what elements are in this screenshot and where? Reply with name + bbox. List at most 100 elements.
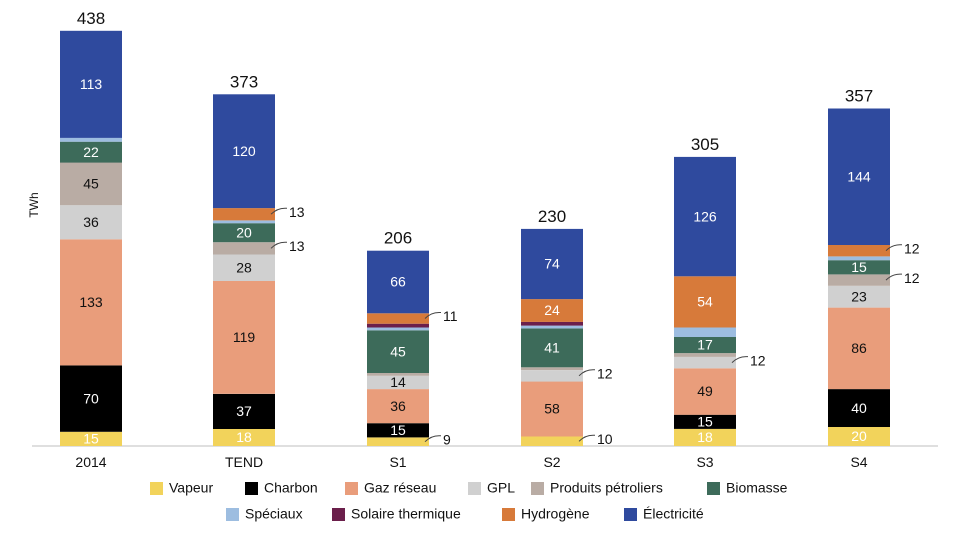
total-label-s2: 230 — [538, 207, 566, 226]
legend-label-speciaux: Spéciaux — [245, 506, 303, 522]
data-label-biomasse-s2: 41 — [544, 340, 560, 356]
bar-segment-speciaux-s4 — [828, 256, 890, 261]
data-label-biomasse-s4: 15 — [851, 259, 867, 275]
legend-swatch-vapeur — [150, 482, 163, 495]
bar-segment-charbon-s3 — [674, 414, 736, 429]
bar-segment-gpl-2014 — [60, 205, 122, 240]
bar-segment-speciaux-2014 — [60, 137, 122, 142]
legend-label-electricite: Électricité — [643, 506, 704, 522]
data-label-produits-petroliers-tend: 13 — [289, 238, 305, 254]
data-label-electricite-s2: 74 — [544, 256, 560, 272]
legend-label-gpl: GPL — [487, 480, 515, 496]
data-label-hydrogene-tend: 13 — [289, 204, 305, 220]
legend-label-solaire-thermique: Solaire thermique — [351, 506, 461, 522]
data-label-hydrogene-s1: 11 — [443, 308, 458, 324]
data-label-biomasse-2014: 22 — [83, 144, 99, 160]
data-label-hydrogene-s2: 24 — [544, 302, 560, 318]
leader-line-tend — [270, 207, 287, 215]
data-label-gpl-s3: 12 — [750, 352, 766, 368]
data-label-gpl-s2: 12 — [597, 366, 613, 382]
bar-segment-gaz-reseau-2014 — [60, 239, 122, 366]
bar-segment-biomasse-2014 — [60, 141, 122, 163]
legend-swatch-charbon — [245, 482, 258, 495]
bar-segment-electricite-s4 — [828, 108, 890, 245]
bar-segment-gaz-reseau-s3 — [674, 368, 736, 415]
x-tick-label-s3: S3 — [696, 454, 713, 470]
data-label-hydrogene-s3: 54 — [697, 294, 713, 310]
bar-segment-vapeur-s2 — [521, 436, 583, 446]
data-label-gaz-reseau-s2: 58 — [544, 401, 560, 417]
total-label-s4: 357 — [845, 87, 873, 106]
bar-segment-hydrogene-s2 — [521, 299, 583, 322]
bar-segment-speciaux-s1 — [367, 327, 429, 331]
bar-segment-gpl-tend — [213, 254, 275, 281]
bar-segment-biomasse-s2 — [521, 328, 583, 368]
bar-segment-vapeur-tend — [213, 428, 275, 446]
bar-segment-electricite-tend — [213, 94, 275, 209]
bar-segment-produits-petroliers-2014 — [60, 162, 122, 206]
x-tick-label-2014: 2014 — [75, 454, 106, 470]
legend-swatch-gpl — [468, 482, 481, 495]
bar-segment-produits-petroliers-s2 — [521, 367, 583, 371]
x-tick-label-s1: S1 — [389, 454, 406, 470]
legend-swatch-electricite — [624, 508, 637, 521]
bar-segment-biomasse-s1 — [367, 330, 429, 373]
x-tick-label-tend: TEND — [225, 454, 263, 470]
data-label-vapeur-s4: 20 — [851, 428, 867, 444]
bar-segment-hydrogene-tend — [213, 208, 275, 221]
bar-segment-produits-petroliers-s1 — [367, 373, 429, 376]
bar-segment-electricite-s2 — [521, 228, 583, 300]
leader-line-s1 — [424, 435, 441, 443]
bar-segment-speciaux-s3 — [674, 327, 736, 337]
data-label-biomasse-tend: 20 — [236, 224, 252, 240]
data-label-vapeur-s1: 9 — [443, 431, 451, 447]
bar-segment-vapeur-s1 — [367, 437, 429, 446]
bar-segment-hydrogene-s3 — [674, 276, 736, 328]
data-label-charbon-tend: 37 — [236, 403, 252, 419]
data-label-gaz-reseau-2014: 133 — [79, 294, 103, 310]
leader-line-s4 — [885, 244, 902, 252]
bar-segment-electricite-s3 — [674, 156, 736, 277]
bar-segment-vapeur-s3 — [674, 428, 736, 446]
bar-segment-charbon-s1 — [367, 423, 429, 438]
data-label-hydrogene-s4: 12 — [904, 240, 920, 256]
legend-label-gaz-reseau: Gaz réseau — [364, 480, 436, 496]
legend-swatch-hydrogene — [502, 508, 515, 521]
legend-label-biomasse: Biomasse — [726, 480, 788, 496]
bar-segment-solaire-thermique-s1 — [367, 323, 429, 328]
x-tick-label-s4: S4 — [850, 454, 867, 470]
bar-segment-gaz-reseau-tend — [213, 281, 275, 394]
leader-line-tend — [270, 241, 287, 249]
bar-segment-electricite-s1 — [367, 250, 429, 314]
total-label-tend: 373 — [230, 72, 258, 91]
bar-segment-vapeur-2014 — [60, 431, 122, 446]
legend-swatch-biomasse — [707, 482, 720, 495]
bar-segment-gaz-reseau-s4 — [828, 307, 890, 390]
bar-segment-biomasse-s4 — [828, 260, 890, 275]
bar-segment-gpl-s4 — [828, 285, 890, 308]
leader-line-s4 — [885, 273, 902, 281]
data-label-produits-petroliers-2014: 45 — [83, 176, 99, 192]
bar-segment-vapeur-s4 — [828, 427, 890, 446]
data-label-gaz-reseau-s3: 49 — [697, 383, 713, 399]
bar-segment-biomasse-tend — [213, 223, 275, 243]
bar-segment-solaire-thermique-s2 — [521, 321, 583, 326]
y-axis-title: TWh — [27, 192, 41, 217]
bar-segment-speciaux-tend — [213, 220, 275, 224]
data-label-biomasse-s1: 45 — [390, 343, 406, 359]
bar-segment-gpl-s2 — [521, 370, 583, 382]
data-label-produits-petroliers-s4: 12 — [904, 270, 920, 286]
bars-group: 1570133364522113438201418371192813201312… — [60, 9, 920, 470]
data-label-gpl-tend: 28 — [236, 260, 252, 276]
leader-line-s3 — [731, 356, 748, 363]
bar-segment-charbon-tend — [213, 393, 275, 429]
legend-swatch-solaire-thermique — [332, 508, 345, 521]
total-label-s1: 206 — [384, 229, 412, 248]
bar-segment-hydrogene-s1 — [367, 313, 429, 324]
legend-swatch-produits-petroliers — [531, 482, 544, 495]
data-label-electricite-s3: 126 — [693, 208, 717, 224]
data-label-vapeur-tend: 18 — [236, 429, 252, 445]
leader-line-s2 — [578, 369, 595, 377]
bar-segment-speciaux-s2 — [521, 325, 583, 329]
